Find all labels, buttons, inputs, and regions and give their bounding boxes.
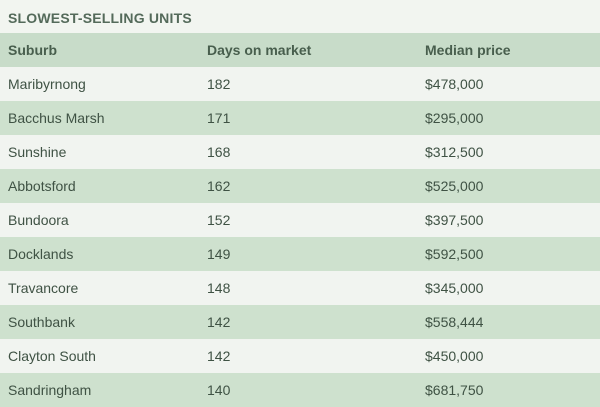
cell-days: 171 xyxy=(207,110,231,126)
cell-days: 148 xyxy=(207,280,231,296)
cell-days: 168 xyxy=(207,144,231,160)
header-median-price: Median price xyxy=(425,42,511,58)
cell-days: 142 xyxy=(207,348,231,364)
cell-suburb: Bacchus Marsh xyxy=(8,110,105,126)
table-row: Bundoora 152 $397,500 xyxy=(0,203,600,237)
cell-price: $681,750 xyxy=(425,382,484,398)
cell-suburb: Travancore xyxy=(8,280,79,296)
table-row: Travancore 148 $345,000 xyxy=(0,271,600,305)
table-row: Bacchus Marsh 171 $295,000 xyxy=(0,101,600,135)
table-row: Clayton South 142 $450,000 xyxy=(0,339,600,373)
cell-days: 140 xyxy=(207,382,231,398)
cell-price: $558,444 xyxy=(425,314,484,330)
table-row: Abbotsford 162 $525,000 xyxy=(0,169,600,203)
table-row: Docklands 149 $592,500 xyxy=(0,237,600,271)
cell-days: 182 xyxy=(207,76,231,92)
cell-days: 152 xyxy=(207,212,231,228)
cell-price: $478,000 xyxy=(425,76,484,92)
cell-suburb: Bundoora xyxy=(8,212,69,228)
cell-suburb: Sandringham xyxy=(8,382,92,398)
table-header-row: Suburb Days on market Median price xyxy=(0,33,600,67)
cell-price: $345,000 xyxy=(425,280,484,296)
cell-price: $397,500 xyxy=(425,212,484,228)
table-row: Maribyrnong 182 $478,000 xyxy=(0,67,600,101)
cell-suburb: Sunshine xyxy=(8,144,67,160)
cell-suburb: Clayton South xyxy=(8,348,96,364)
cell-days: 162 xyxy=(207,178,231,194)
header-days-on-market: Days on market xyxy=(207,42,312,58)
table-row: Southbank 142 $558,444 xyxy=(0,305,600,339)
table-row: Sunshine 168 $312,500 xyxy=(0,135,600,169)
cell-days: 142 xyxy=(207,314,231,330)
cell-suburb: Southbank xyxy=(8,314,75,330)
table-row: Sandringham 140 $681,750 xyxy=(0,373,600,407)
cell-days: 149 xyxy=(207,246,231,262)
cell-suburb: Maribyrnong xyxy=(8,76,86,92)
cell-price: $450,000 xyxy=(425,348,484,364)
cell-suburb: Docklands xyxy=(8,246,74,262)
cell-price: $525,000 xyxy=(425,178,484,194)
data-table: Suburb Days on market Median price Marib… xyxy=(0,33,600,407)
cell-suburb: Abbotsford xyxy=(8,178,76,194)
table-title: SLOWEST-SELLING UNITS xyxy=(8,10,192,26)
cell-price: $295,000 xyxy=(425,110,484,126)
cell-price: $312,500 xyxy=(425,144,484,160)
cell-price: $592,500 xyxy=(425,246,484,262)
header-suburb: Suburb xyxy=(8,42,57,58)
